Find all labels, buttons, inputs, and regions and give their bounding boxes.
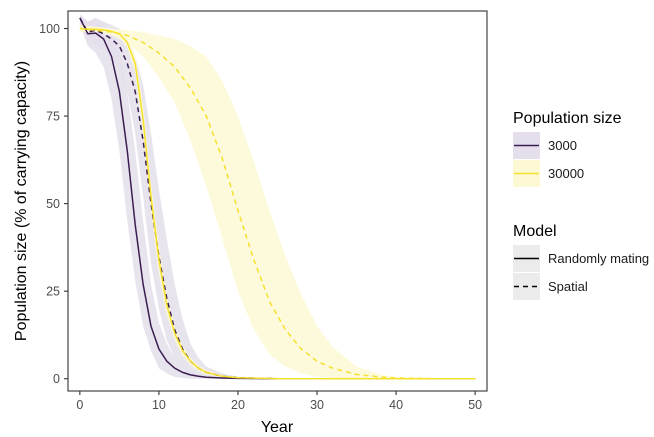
legend-key-spatial — [513, 273, 540, 300]
series-30000-spatial-line — [79, 27, 476, 380]
x-axis-label: Year — [261, 419, 294, 436]
legend-label-30000: 30000 — [548, 166, 584, 181]
legend-label-3000: 3000 — [548, 138, 577, 153]
legend-key-randomly-mating — [513, 245, 540, 272]
x-tick-label-50: 50 — [468, 398, 482, 412]
y-axis-label: Population size (% of carrying capacity) — [13, 61, 30, 341]
legend-population-size: Population size 3000 30000 — [513, 110, 622, 187]
x-axis: 0 10 20 30 40 50 — [76, 391, 482, 412]
legend-label-randomly-mating: Randomly mating — [548, 251, 649, 266]
y-tick-label-0: 0 — [53, 372, 60, 386]
series-3000-spatial-band — [79, 14, 476, 379]
y-tick-label-100: 100 — [39, 22, 60, 36]
x-tick-label-20: 20 — [231, 398, 245, 412]
legend-model-title: Model — [513, 223, 557, 240]
y-axis: 0 25 50 75 100 — [39, 22, 68, 386]
legend-model: Model Randomly mating Spatial — [513, 223, 649, 300]
legend-label-spatial: Spatial — [548, 279, 588, 294]
x-tick-label-40: 40 — [389, 398, 403, 412]
y-tick-label-25: 25 — [46, 285, 60, 299]
y-tick-label-75: 75 — [46, 110, 60, 124]
series-30000-spatial-band — [79, 25, 476, 379]
x-tick-label-30: 30 — [310, 398, 324, 412]
legend-key-30000 — [513, 160, 540, 187]
confidence-bands — [79, 14, 476, 379]
legend-population-size-title: Population size — [513, 110, 622, 127]
x-tick-label-0: 0 — [76, 398, 83, 412]
y-tick-label-50: 50 — [46, 197, 60, 211]
series-lines — [79, 17, 476, 380]
x-tick-label-10: 10 — [152, 398, 166, 412]
plot-panel-border — [67, 10, 488, 392]
legend-key-3000 — [513, 132, 540, 159]
